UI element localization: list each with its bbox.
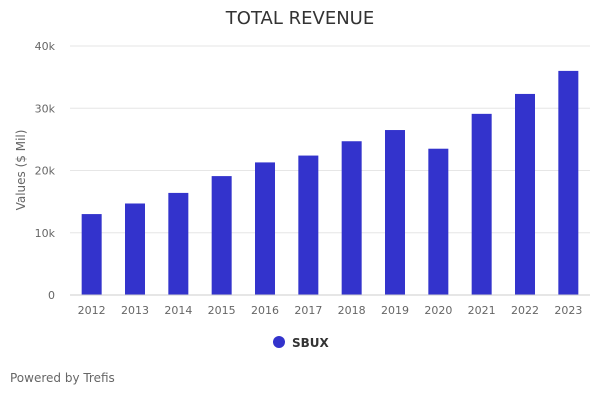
x-tick-label: 2018 bbox=[338, 304, 366, 317]
bar-2016[interactable] bbox=[255, 162, 275, 295]
bar-2014[interactable] bbox=[168, 192, 189, 295]
x-tick-label: 2019 bbox=[381, 304, 409, 317]
x-tick-label: 2021 bbox=[468, 304, 496, 317]
bar-2021[interactable] bbox=[471, 113, 492, 295]
bars bbox=[81, 70, 579, 296]
bar-2020[interactable] bbox=[428, 148, 449, 295]
bar-2017[interactable] bbox=[298, 155, 319, 295]
x-tick-label: 2014 bbox=[164, 304, 192, 317]
x-tick-label: 2023 bbox=[554, 304, 582, 317]
bar-2018[interactable] bbox=[341, 141, 362, 295]
chart-title: TOTAL REVENUE bbox=[225, 8, 374, 29]
y-tick-label: 10k bbox=[35, 227, 56, 240]
bar-2022[interactable] bbox=[515, 93, 535, 296]
legend[interactable]: SBUX bbox=[273, 336, 330, 350]
x-tick-label: 2016 bbox=[251, 304, 279, 317]
x-tick-label: 2015 bbox=[208, 304, 236, 317]
legend-label-sbux: SBUX bbox=[292, 336, 330, 350]
y-tick-label: 0 bbox=[48, 289, 55, 302]
y-tick-label: 20k bbox=[35, 165, 56, 178]
y-tick-label: 40k bbox=[35, 40, 56, 53]
x-tick-label: 2017 bbox=[294, 304, 322, 317]
bar-2012[interactable] bbox=[81, 214, 102, 295]
bar-2013[interactable] bbox=[125, 203, 145, 295]
grid-lines bbox=[70, 45, 590, 234]
bar-2019[interactable] bbox=[385, 130, 405, 295]
x-axis-ticks: 2012 2013 2014 2015 2016 2017 2018 2019 2020 2021… bbox=[78, 304, 583, 317]
y-tick-label: 30k bbox=[35, 102, 56, 115]
y-axis-ticks: 0 10k 20k 30k 40k bbox=[35, 40, 56, 302]
legend-marker-sbux bbox=[273, 336, 285, 348]
x-tick-label: 2020 bbox=[424, 304, 452, 317]
y-axis-label: Values ($ Mil) bbox=[14, 130, 28, 211]
x-tick-label: 2022 bbox=[511, 304, 539, 317]
x-tick-label: 2012 bbox=[78, 304, 106, 317]
powered-by-credit[interactable]: Powered by Trefis bbox=[10, 371, 115, 385]
bar-2023[interactable] bbox=[558, 70, 579, 296]
x-tick-label: 2013 bbox=[121, 304, 149, 317]
bar-2015[interactable] bbox=[211, 176, 232, 295]
